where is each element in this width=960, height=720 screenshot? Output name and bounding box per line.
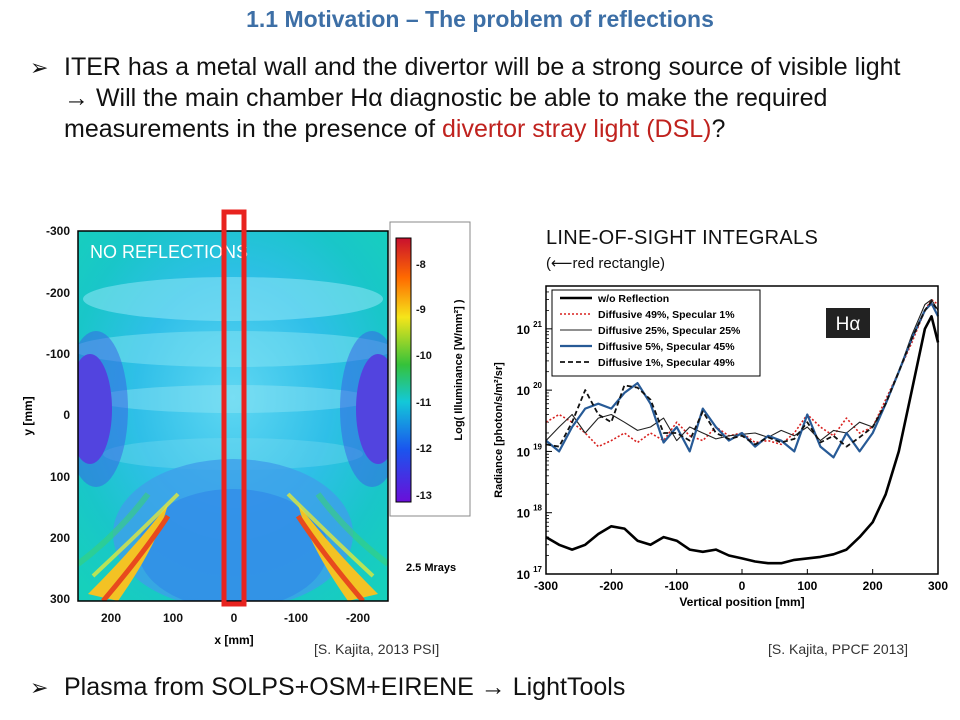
chart-x-tick: -200 [599, 579, 623, 593]
y-tick: -300 [46, 224, 70, 238]
y-tick: 0 [63, 408, 70, 422]
los-title: LINE-OF-SIGHT INTEGRALS [546, 227, 819, 249]
y-tick: -200 [46, 286, 70, 300]
x-tick: 100 [163, 611, 183, 625]
bullet-text-end: ? [711, 115, 726, 143]
chart-y-tick: 10 [517, 568, 531, 582]
legend-entry: Diffusive 5%, Specular 45% [598, 341, 735, 353]
halpha-annotation: Hα [836, 314, 861, 335]
map-y-label: y [mm] [21, 396, 35, 435]
arrow-bullet-icon: ➢ [30, 675, 49, 700]
no-reflections-label: NO REFLECTIONS [90, 242, 248, 262]
colorbar-ticks: -8 -9 -10 -11 -12 -13 [416, 259, 432, 502]
y-tick: -100 [46, 347, 70, 361]
chart-x-tick: -100 [665, 579, 689, 593]
chart-y-tick: 10 [517, 507, 531, 521]
series-line [545, 315, 940, 565]
colorbar-label: Log( Illuminance [W/mm²] ) [453, 299, 465, 440]
chart-y-label: Radiance [photon/s/m²/sr] [493, 362, 505, 498]
series-line [545, 300, 939, 448]
legend-entry: Diffusive 1%, Specular 49% [598, 357, 735, 369]
bullet-iter: ➢ ITER has a metal wall and the divertor… [30, 52, 930, 145]
chart-y-tick-exponent: 19 [533, 442, 542, 451]
colorbar-tick: -12 [416, 443, 432, 455]
chart-lines [545, 298, 940, 565]
chart-y-tick-exponent: 20 [533, 381, 542, 390]
los-subtitle: (⟵red rectangle) [546, 255, 666, 272]
chart-x-tick: 300 [928, 579, 948, 593]
chart-y-tick-exponent: 17 [533, 565, 542, 574]
colorbar-tick: -9 [416, 304, 426, 316]
halpha-badge [826, 308, 870, 338]
bullet-plasma: ➢ Plasma from SOLPS+OSM+EIRENE → LightTo… [30, 672, 930, 703]
chart-x-tick: 0 [739, 579, 746, 593]
rays-note: 2.5 Mrays [406, 562, 456, 574]
legend-entry: w/o Reflection [597, 293, 669, 305]
x-tick: -100 [284, 611, 308, 625]
arrow-bullet-icon: ➢ [30, 55, 49, 80]
colorbar-tick: -11 [416, 397, 431, 409]
chart-y-tick-exponent: 18 [533, 504, 542, 513]
left-citation: [S. Kajita, 2013 PSI] [314, 641, 440, 657]
map-x-label: x [mm] [214, 633, 253, 647]
x-tick: -200 [346, 611, 370, 625]
bullet-text-highlight: divertor stray light (DSL) [441, 115, 712, 143]
y-tick: 200 [50, 531, 70, 545]
map-y-axis: -300 -200 -100 0 100 200 300 [46, 224, 70, 606]
illuminance-map-figure: -300 -200 -100 0 100 200 300 y [mm] 200 … [21, 209, 471, 647]
chart-x-tick: -300 [534, 579, 558, 593]
chart-legend: w/o Reflection Diffusive 49%, Specular 1%… [551, 289, 761, 377]
bullet-text: ITER has a metal wall and the divertor w… [64, 52, 930, 145]
chart-y-tick: 10 [517, 384, 531, 398]
chart-x-tick: 200 [863, 579, 883, 593]
chart-y-tick-exponent: 21 [533, 320, 542, 329]
colorbar-tick: -13 [416, 490, 432, 502]
los-chart: Radiance [photon/s/m²/sr] Vertical posit… [493, 285, 948, 609]
chart-y-tick: 10 [517, 445, 531, 459]
map-frame [77, 230, 389, 602]
chart-y-tick: 10 [517, 323, 531, 337]
colorbar [395, 237, 412, 503]
bullet-text-main: ITER has a metal wall and the divertor w… [64, 53, 901, 143]
map-image [78, 231, 388, 601]
legend-entry: Diffusive 49%, Specular 1% [598, 309, 735, 321]
los-highlight-rectangle [221, 209, 247, 607]
chart-x-label: Vertical position [mm] [679, 595, 804, 609]
bullet-text: Plasma from SOLPS+OSM+EIRENE → LightTool… [64, 673, 626, 701]
series-line [545, 298, 939, 448]
right-citation: [S. Kajita, PPCF 2013] [768, 641, 909, 657]
y-tick: 100 [50, 470, 70, 484]
chart-frame [545, 285, 939, 575]
map-x-axis: 200 100 0 -100 -200 [101, 611, 370, 625]
legend-entry: Diffusive 25%, Specular 25% [598, 325, 741, 337]
colorbar-tick: -8 [416, 259, 426, 271]
y-tick: 300 [50, 592, 70, 606]
chart-x-tick: 100 [797, 579, 817, 593]
colorbar-tick: -10 [416, 350, 432, 362]
x-tick: 200 [101, 611, 121, 625]
slide-title: 1.1 Motivation – The problem of reflecti… [246, 6, 714, 32]
x-tick: 0 [231, 611, 238, 625]
